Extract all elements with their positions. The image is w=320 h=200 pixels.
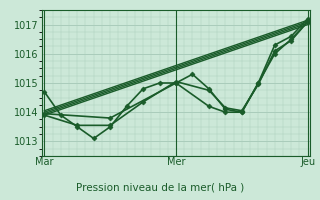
Text: Pression niveau de la mer( hPa ): Pression niveau de la mer( hPa ) bbox=[76, 182, 244, 192]
